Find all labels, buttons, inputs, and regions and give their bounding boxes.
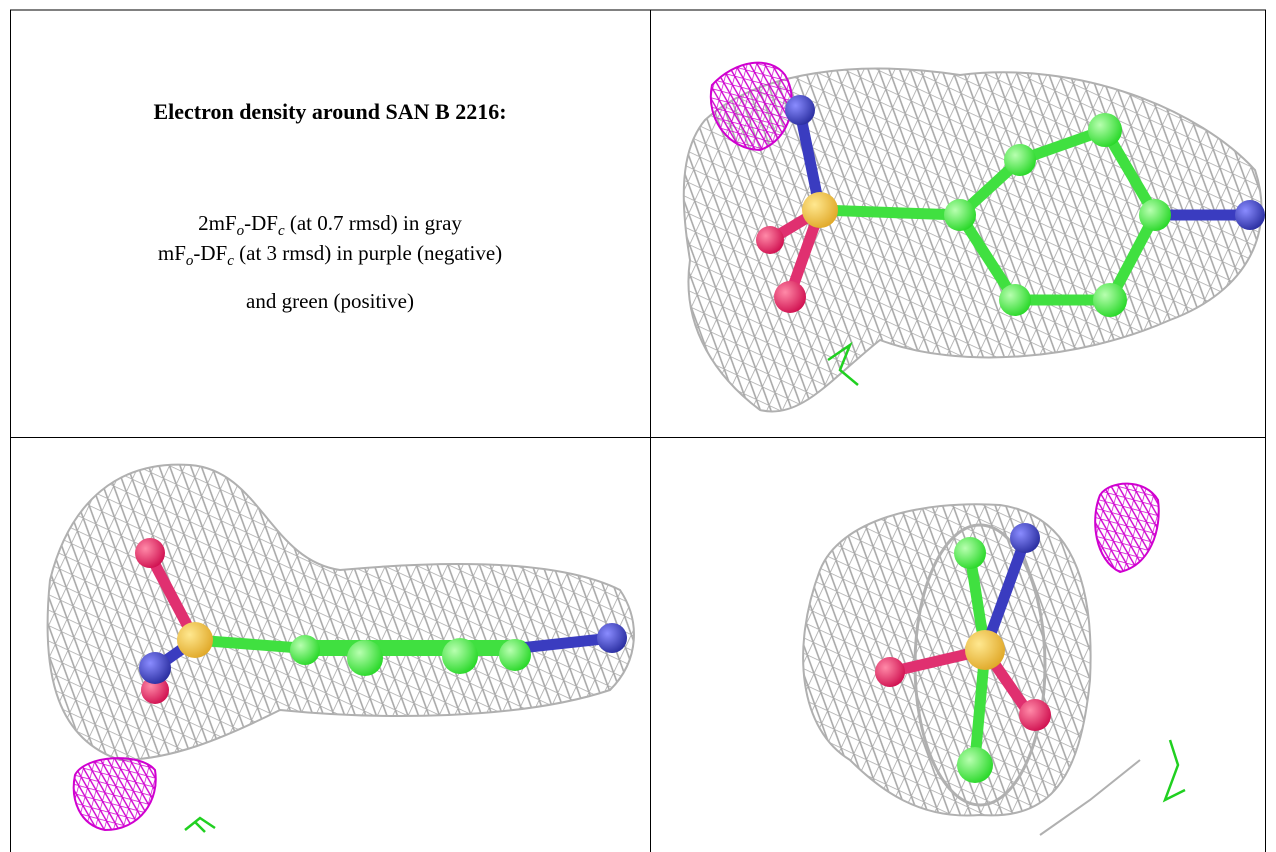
description-line: mFo-DFc (at 3 rmsd) in purple (negative)	[158, 241, 502, 269]
text-run: -DF	[193, 241, 227, 265]
text-run: 2mF	[198, 211, 237, 235]
text-run: (at 3 rmsd) in purple (negative)	[234, 241, 502, 265]
text-run: -DF	[244, 211, 278, 235]
text-run: (at 0.7 rmsd) in gray	[285, 211, 463, 235]
text-run: mF	[158, 241, 186, 265]
panel-bottom-right	[803, 484, 1185, 835]
panel-bottom-left	[48, 465, 634, 832]
description-line: and green (positive)	[246, 289, 414, 313]
figure: Electron density around SAN B 2216: 2mFo…	[0, 0, 1276, 852]
description-line: 2mFo-DFc (at 0.7 rmsd) in gray	[198, 211, 462, 239]
panel-top-right	[684, 63, 1265, 412]
title: Electron density around SAN B 2216:	[153, 99, 506, 124]
text-run: and green (positive)	[246, 289, 414, 313]
